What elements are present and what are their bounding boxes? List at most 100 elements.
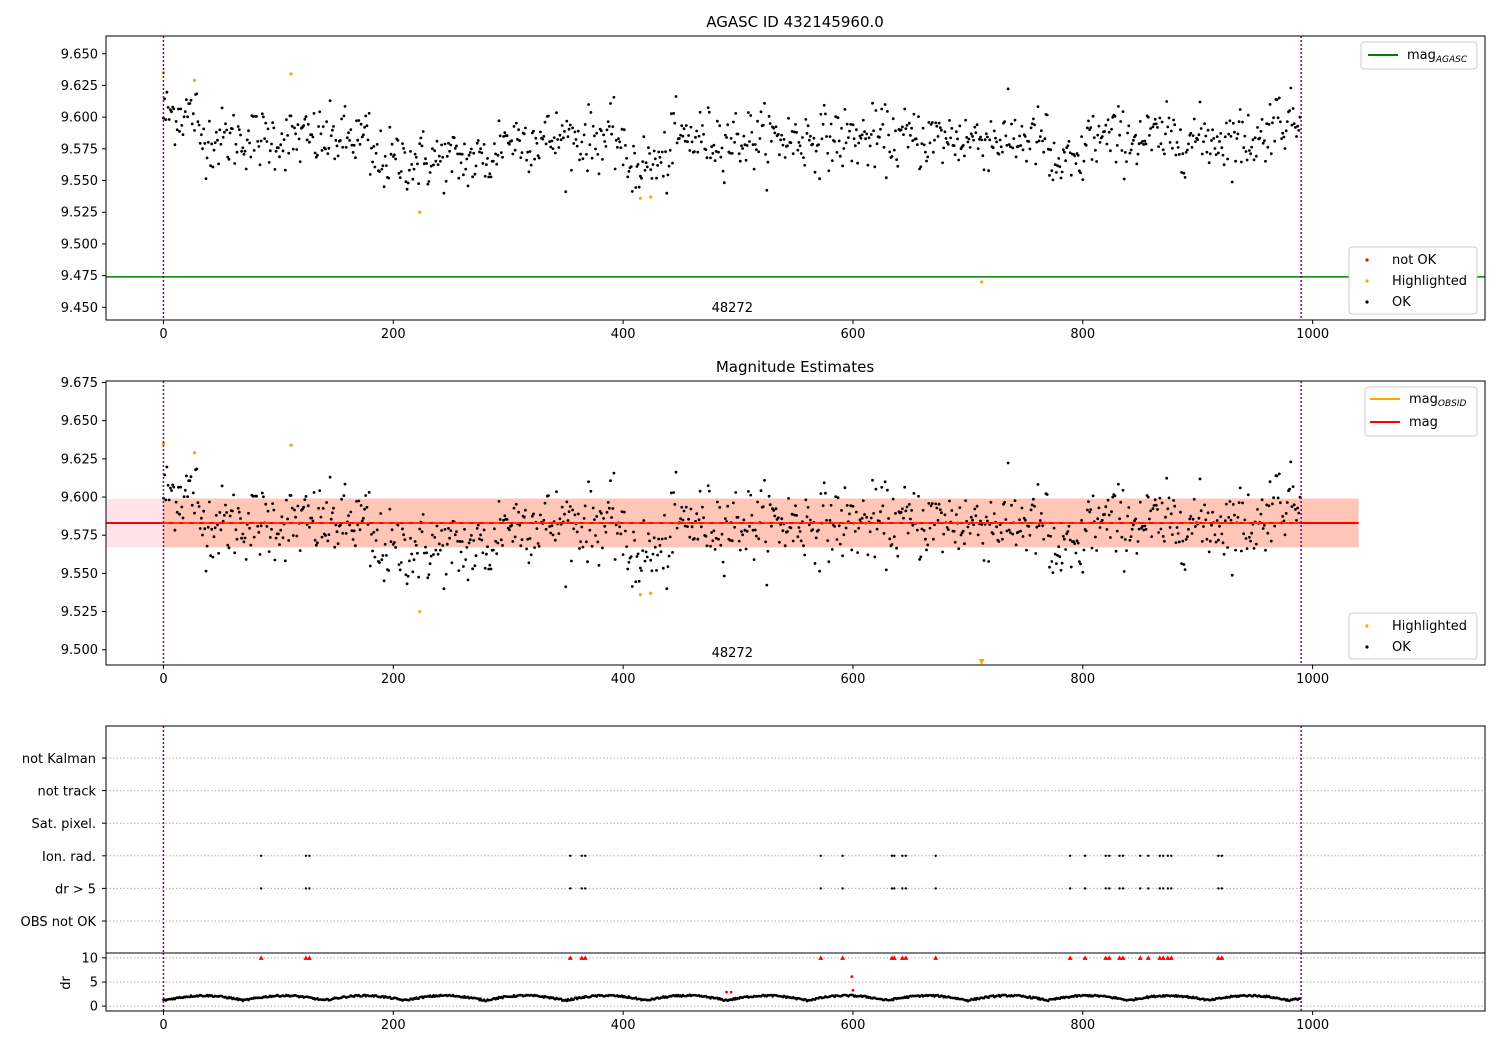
ok-point (695, 512, 699, 516)
ok-point (1263, 524, 1266, 527)
ok-point (233, 162, 237, 165)
ok-point (488, 563, 492, 567)
ok-point (826, 151, 830, 155)
ok-point (1013, 118, 1017, 122)
ok-point (278, 155, 281, 159)
ok-point (650, 177, 654, 180)
ok-point (973, 507, 977, 511)
ok-point (1038, 519, 1042, 522)
ok-point (262, 115, 265, 119)
ok-point (773, 514, 777, 518)
ok-point (518, 523, 522, 527)
ok-point (1223, 135, 1227, 139)
ok-point (247, 129, 250, 133)
ok-point (1029, 508, 1033, 512)
ok-point (473, 564, 477, 568)
ok-point (795, 131, 798, 134)
ok-point (1049, 534, 1052, 538)
ok-point (1282, 135, 1286, 139)
ok-point (750, 513, 754, 517)
ok-point (171, 483, 175, 487)
ok-point (1123, 538, 1127, 541)
highlighted-point (289, 72, 293, 76)
flag-point (890, 887, 894, 890)
ok-point (1237, 501, 1241, 504)
ok-point (1011, 146, 1015, 150)
ok-point (1010, 503, 1013, 507)
ok-point (717, 537, 720, 541)
ok-point (1248, 149, 1251, 152)
ok-point (463, 142, 466, 146)
ok-point (658, 544, 662, 547)
ok-point (961, 144, 965, 147)
ok-point (1137, 527, 1141, 531)
ok-point (698, 110, 702, 114)
ok-point (753, 143, 757, 146)
ok-point (1225, 121, 1228, 125)
ok-point (524, 126, 527, 130)
ok-point (1171, 146, 1174, 150)
flag-point (893, 854, 896, 857)
ok-point (717, 150, 720, 154)
ok-point (634, 580, 638, 584)
legend-ok-marker (1365, 300, 1369, 304)
ok-point (1176, 532, 1180, 535)
ok-point (912, 112, 916, 116)
ok-point (557, 532, 561, 535)
ok-point (291, 534, 295, 537)
panel-1-ok-points (162, 86, 1302, 195)
ok-point (844, 526, 848, 530)
ok-point (435, 524, 439, 528)
ok-point (456, 152, 459, 156)
dr-capped-point (1137, 955, 1143, 960)
legend-agasc-label-main: mag (1407, 48, 1436, 63)
ok-point (345, 136, 349, 140)
ok-point (636, 163, 640, 166)
ok-point (1007, 528, 1011, 532)
ok-point (267, 161, 271, 164)
ok-point (1206, 128, 1210, 132)
ok-point (1214, 540, 1218, 544)
ok-point (871, 478, 874, 482)
ok-point (1018, 134, 1021, 138)
flag-point (1147, 854, 1150, 857)
ok-point (1164, 132, 1167, 136)
ok-point (418, 527, 422, 531)
flag-point (841, 887, 844, 890)
ok-point (508, 528, 511, 532)
panel-magnitude-estimates: Magnitude Estimates 48272 0 200 400 600 800 1… (61, 358, 1486, 687)
legend-agasc-label-sub: AGASC (1435, 55, 1468, 65)
ok-point (958, 124, 962, 128)
ok-point (306, 504, 310, 508)
ok-point (550, 139, 554, 143)
dr-capped-point (1168, 955, 1174, 960)
ok-point (295, 148, 299, 151)
ok-point (626, 175, 630, 179)
ok-point (476, 523, 480, 527)
ok-point (535, 527, 539, 530)
ok-point (225, 128, 229, 132)
ok-point (984, 132, 988, 136)
panel-2-frame (105, 380, 1486, 666)
ok-point (295, 534, 299, 538)
ok-point (667, 554, 671, 558)
ok-point (420, 530, 424, 534)
ok-point (485, 163, 488, 167)
ok-point (894, 129, 897, 133)
ok-point (892, 535, 896, 539)
ok-point (256, 524, 260, 528)
flag-row-label: dr > 5 (55, 882, 96, 897)
ok-point (732, 120, 735, 124)
ok-point (1075, 539, 1079, 543)
ok-point (1284, 129, 1288, 133)
ok-point (257, 531, 261, 534)
ok-point (175, 128, 179, 132)
ok-point (1282, 519, 1286, 523)
ok-point (427, 180, 431, 183)
ok-point (719, 543, 723, 547)
ok-point (1200, 152, 1204, 156)
ok-point (673, 121, 677, 125)
legend-frame (1360, 41, 1478, 70)
ok-point (666, 173, 670, 177)
ok-point (280, 515, 284, 519)
